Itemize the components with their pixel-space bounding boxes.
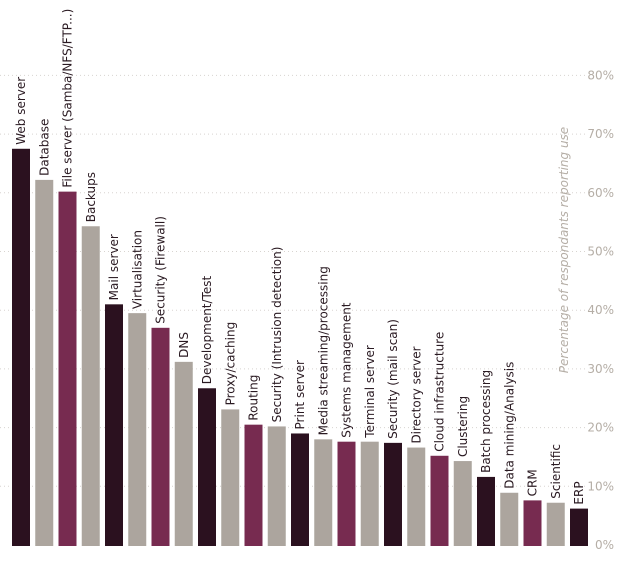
bar: [81, 226, 100, 546]
bar: [244, 424, 263, 546]
y-tick-label: 40%: [587, 303, 614, 317]
bar: [407, 447, 426, 546]
bar-label: Scientific: [549, 444, 563, 499]
bar-label: Development/Test: [200, 276, 214, 385]
bar-label: Virtualisation: [130, 230, 144, 309]
y-tick-label: 60%: [587, 186, 614, 200]
bar-label: Terminal server: [363, 345, 377, 439]
bar: [221, 409, 240, 546]
bar: [174, 361, 193, 546]
bar-label: Batch processing: [479, 370, 493, 473]
y-tick-label: 0%: [595, 538, 614, 552]
bar: [360, 441, 379, 546]
bar-label: ERP: [572, 481, 586, 504]
bar-label: Systems management: [340, 302, 354, 437]
bar-label: Media streaming/processing: [316, 266, 330, 435]
bar: [12, 148, 30, 546]
y-tick-label: 70%: [587, 127, 614, 141]
bar: [337, 441, 356, 546]
y-tick-label: 20%: [587, 421, 614, 435]
bar-label: Directory server: [409, 346, 423, 443]
bar-label: Security (mail scan): [386, 319, 400, 439]
y-tick-label: 50%: [587, 245, 614, 259]
bar: [151, 327, 170, 546]
bar-label: Cloud infrastructure: [433, 332, 447, 452]
y-tick-label: 10%: [587, 479, 614, 493]
bar-label: CRM: [526, 469, 540, 496]
bar-label: File server (Samba/NFS/FTP...): [61, 9, 75, 188]
bar: [523, 500, 542, 546]
bar: [314, 439, 333, 546]
bar-label: Backups: [84, 172, 98, 222]
bar-label: Routing: [247, 375, 261, 421]
bar: [35, 179, 54, 547]
y-axis-label: Percentage of respondants reporting use: [557, 127, 571, 373]
bar: [570, 508, 588, 546]
bar-label: Database: [37, 119, 51, 176]
bar: [291, 433, 309, 546]
bar: [105, 304, 123, 546]
y-tick-label: 30%: [587, 362, 614, 376]
bar-label: Security (Intrusion detection): [270, 247, 284, 423]
bar-label: Mail server: [107, 234, 121, 300]
bar: [453, 461, 472, 546]
bar-label: DNS: [177, 332, 191, 358]
y-tick-label: 80%: [587, 68, 614, 82]
bar-label: Proxy/caching: [223, 322, 237, 406]
bar-label: Web server: [14, 77, 28, 145]
bar: [477, 476, 495, 546]
bar: [546, 502, 565, 546]
bar-label: Clustering: [456, 396, 470, 457]
bar-label: Security (Firewall): [154, 216, 168, 324]
bar: [58, 191, 77, 546]
bar: [430, 455, 449, 546]
bar: [267, 426, 286, 546]
bar: [384, 442, 402, 546]
bar: [128, 313, 147, 546]
bar-label: Data mining/Analysis: [502, 362, 516, 489]
bar: [500, 492, 519, 546]
bar: [198, 388, 216, 546]
bar-label: Print server: [293, 360, 307, 429]
